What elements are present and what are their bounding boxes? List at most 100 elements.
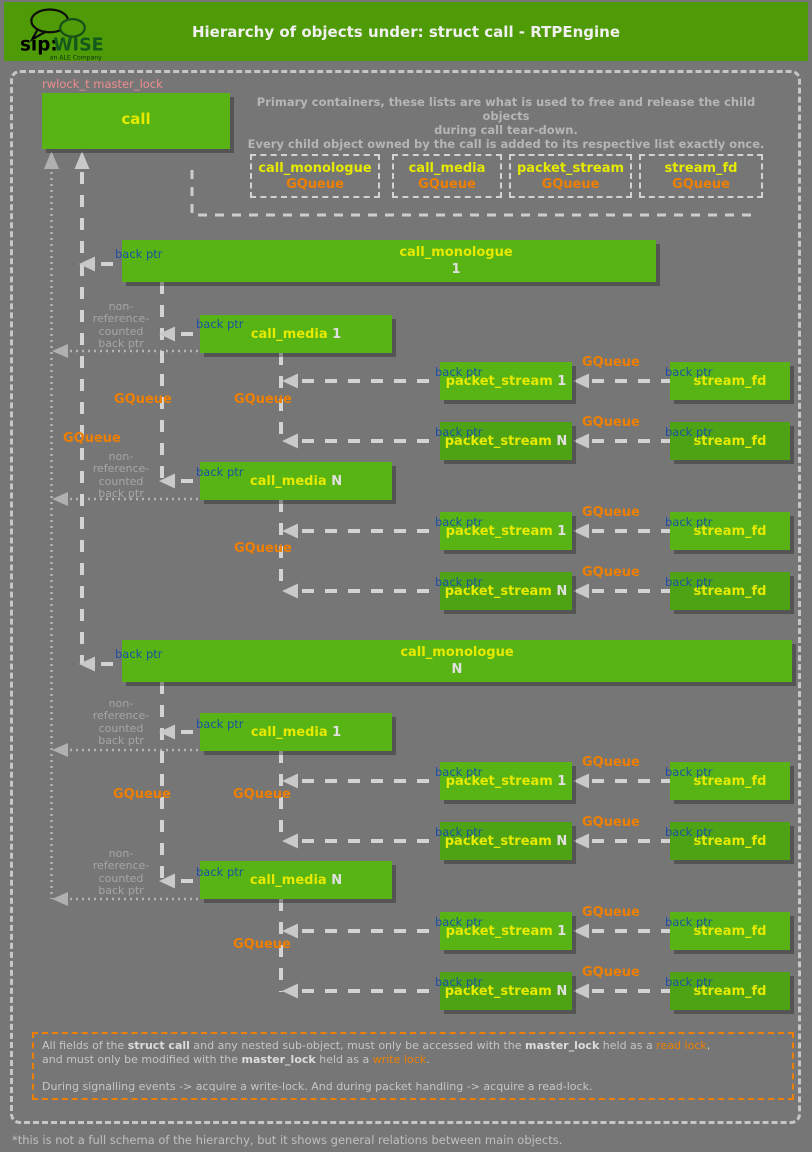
footer-line: and must only be modified with the maste… (42, 1052, 430, 1066)
node-call_media-N (200, 861, 392, 899)
back-ptr-label: back ptr (665, 825, 713, 839)
gqueue-label: GQueue (63, 431, 121, 446)
diagram-outer-border (10, 70, 801, 1124)
gqueue-label: GQueue (234, 392, 292, 407)
gqueue-label: GQueue (114, 392, 172, 407)
node-label: stream_fd (693, 523, 767, 539)
node-label: call_monologue N (400, 645, 514, 677)
node-packet_stream-1 (440, 762, 572, 800)
gqueue-label: GQueue (582, 965, 640, 980)
intro-line-1: Primary containers, these lists are what… (256, 95, 756, 123)
node-label: stream_fd (693, 773, 767, 789)
gqueue-label: GQueue (233, 937, 291, 952)
back-ptr-label: back ptr (196, 865, 244, 879)
back-ptr-label: back ptr (665, 765, 713, 779)
logo-bubble-tail (29, 29, 47, 43)
container-box-stream_fd: stream_fd GQueue (639, 154, 763, 198)
node-label: stream_fd (693, 983, 767, 999)
back-ptr-label: back ptr (196, 717, 244, 731)
back-ptr-label: back ptr (435, 975, 483, 989)
logo-subtext: an ALE Company (50, 54, 102, 61)
container-type: GQueue (418, 177, 476, 192)
node-packet_stream-N (440, 572, 572, 610)
node-stream_fd (670, 422, 790, 460)
footer-line (42, 1066, 784, 1080)
gqueue-label: GQueue (234, 541, 292, 556)
container-box-call_media: call_media GQueue (392, 154, 502, 198)
container-name: call_monologue (258, 161, 372, 176)
back-ptr-label: back ptr (435, 515, 483, 529)
container-type: GQueue (286, 177, 344, 192)
back-ptr-label: back ptr (196, 317, 244, 331)
node-call_media-N (200, 462, 392, 500)
gqueue-label: GQueue (113, 787, 171, 802)
back-ptr-label: back ptr (665, 975, 713, 989)
intro-line-2: during call tear-down. (434, 123, 578, 137)
back-ptr-label: back ptr (665, 915, 713, 929)
back-ptr-label: back ptr (665, 575, 713, 589)
node-label: packet_stream 1 (445, 523, 567, 539)
container-name: packet_stream (516, 161, 625, 176)
node-label: stream_fd (693, 583, 767, 599)
node-packet_stream-1 (440, 912, 572, 950)
back-ptr-label: back ptr (665, 365, 713, 379)
node-call_monologue-N (122, 640, 792, 682)
back-ptr-label: back ptr (665, 515, 713, 529)
gqueue-label: GQueue (233, 787, 291, 802)
back-ptr-label: back ptr (196, 465, 244, 479)
lock-notes-box: All fields of the struct call and any ne… (32, 1032, 794, 1100)
node-stream_fd (670, 912, 790, 950)
gqueue-label: GQueue (582, 755, 640, 770)
non-ref-counted-label: non-reference-counted back ptr (92, 697, 150, 747)
node-stream_fd (670, 762, 790, 800)
footer-line: During signalling events -> acquire a wr… (42, 1079, 593, 1093)
node-stream_fd (670, 822, 790, 860)
container-box-packet_stream: packet_stream GQueue (509, 154, 632, 198)
node-packet_stream-N (440, 822, 572, 860)
node-label: call_monologue 1 (399, 245, 513, 277)
node-label: call_media 1 (250, 326, 342, 342)
back-ptr-label: back ptr (435, 575, 483, 589)
node-label: packet_stream 1 (445, 923, 567, 939)
node-stream_fd (670, 512, 790, 550)
container-type: GQueue (672, 177, 730, 192)
header-bar: sip: WISE an ALE Company Hierarchy of ob… (4, 2, 808, 61)
node-call (42, 93, 230, 149)
node-call_media-1 (200, 713, 392, 751)
bottom-note: *this is not a full schema of the hierar… (12, 1133, 563, 1147)
container-type: GQueue (541, 177, 600, 192)
node-label: call_media N (249, 473, 343, 489)
node-label: packet_stream N (444, 833, 568, 849)
gqueue-label: GQueue (582, 355, 640, 370)
node-label: stream_fd (693, 433, 767, 449)
logo-speech-bubble-right (59, 18, 86, 38)
logo-text-wise: WISE (53, 36, 103, 56)
back-ptr-label: back ptr (435, 425, 483, 439)
back-ptr-label: back ptr (435, 365, 483, 379)
gqueue-label: GQueue (582, 815, 640, 830)
node-label: packet_stream N (444, 583, 568, 599)
node-packet_stream-1 (440, 362, 572, 400)
node-label: packet_stream N (444, 983, 568, 999)
node-label: packet_stream 1 (445, 373, 567, 389)
node-label: stream_fd (693, 833, 767, 849)
node-label: stream_fd (693, 923, 767, 939)
node-label: stream_fd (693, 373, 767, 389)
node-call_media-1 (200, 315, 392, 353)
node-label: packet_stream N (444, 433, 568, 449)
back-ptr-label: back ptr (665, 425, 713, 439)
node-label: call (121, 110, 151, 128)
footer-line: All fields of the struct call and any ne… (42, 1039, 711, 1052)
gqueue-label: GQueue (582, 905, 640, 920)
gqueue-label: GQueue (582, 505, 640, 520)
back-ptr-label: back ptr (435, 825, 483, 839)
gqueue-label: GQueue (582, 565, 640, 580)
back-ptr-label: back ptr (115, 647, 163, 661)
non-ref-counted-label: non-reference-counted back ptr (92, 300, 150, 350)
node-packet_stream-N (440, 422, 572, 460)
intro-line-3: Every child object owned by the call is … (247, 137, 765, 151)
container-box-call_monologue: call_monologue GQueue (250, 154, 380, 198)
container-name: stream_fd (664, 161, 738, 176)
sipwise-logo: sip: WISE an ALE Company (16, 6, 108, 62)
gqueue-label: GQueue (582, 415, 640, 430)
